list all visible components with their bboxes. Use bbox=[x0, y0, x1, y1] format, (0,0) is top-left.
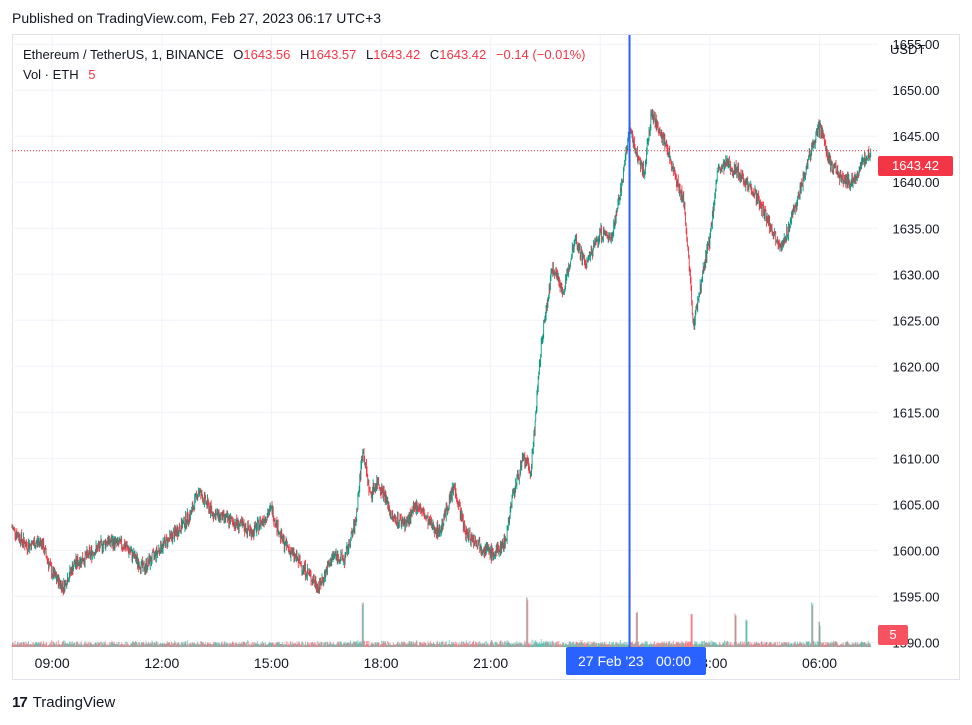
time-tick-label: 15:00 bbox=[254, 655, 289, 671]
volume-label[interactable]: Vol · ETH bbox=[23, 67, 79, 82]
price-axis-unit[interactable]: USDT bbox=[890, 42, 926, 57]
crosshair-time-label: 27 Feb '23 00:00 bbox=[566, 647, 706, 675]
tradingview-brand[interactable]: 17 TradingView bbox=[12, 694, 115, 711]
price-tick-label: 1655.00 bbox=[893, 37, 940, 52]
time-tick-label: 12:00 bbox=[144, 655, 179, 671]
low-value: 1643.42 bbox=[373, 47, 421, 62]
volume-value: 5 bbox=[88, 67, 96, 82]
price-tick-label: 1595.00 bbox=[893, 589, 940, 604]
time-tick-label: 18:00 bbox=[364, 655, 399, 671]
crosshair-time: 00:00 bbox=[656, 653, 692, 669]
last-price-tag: 1643.42 bbox=[878, 156, 953, 176]
price-tick-label: 1610.00 bbox=[893, 451, 940, 466]
price-tick-label: 1650.00 bbox=[893, 83, 940, 98]
price-tick-label: 1640.00 bbox=[893, 175, 940, 190]
time-tick-label: 21:00 bbox=[473, 655, 508, 671]
grid-lines bbox=[12, 35, 878, 647]
volume-bars bbox=[11, 567, 872, 647]
price-tick-label: 1615.00 bbox=[893, 405, 940, 420]
chart-legend: Ethereum / TetherUS, 1, BINANCE O1643.56… bbox=[23, 45, 586, 85]
price-tick-label: 1635.00 bbox=[893, 221, 940, 236]
low-label: L bbox=[366, 47, 374, 62]
open-label: O bbox=[233, 47, 244, 62]
brand-name: TradingView bbox=[32, 694, 116, 711]
open-value: 1643.56 bbox=[243, 47, 291, 62]
price-tick-label: 1645.00 bbox=[893, 129, 940, 144]
price-tick-label: 1630.00 bbox=[893, 267, 940, 282]
change-value: −0.14 (−0.01%) bbox=[495, 47, 586, 62]
price-tick-label: 1625.00 bbox=[893, 313, 940, 328]
tradingview-logo-icon: 17 bbox=[12, 694, 28, 711]
high-label: H bbox=[300, 47, 310, 62]
price-tick-label: 1600.00 bbox=[893, 543, 940, 558]
ohlc-legend-row: Ethereum / TetherUS, 1, BINANCE O1643.56… bbox=[23, 45, 586, 65]
close-value: 1643.42 bbox=[439, 47, 487, 62]
time-tick-label: 06:00 bbox=[802, 655, 837, 671]
price-tick-label: 1605.00 bbox=[893, 497, 940, 512]
chart-frame[interactable] bbox=[12, 34, 960, 680]
price-tick-label: 1620.00 bbox=[893, 359, 940, 374]
last-volume-tag: 5 bbox=[878, 625, 908, 645]
high-value: 1643.57 bbox=[309, 47, 357, 62]
volume-legend-row: Vol · ETH 5 bbox=[23, 65, 586, 85]
published-caption: Published on TradingView.com, Feb 27, 20… bbox=[12, 10, 382, 26]
symbol-name[interactable]: Ethereum / TetherUS, 1, BINANCE bbox=[23, 47, 224, 62]
candles bbox=[11, 108, 872, 596]
price-axis-ticks: 1590.001595.001600.001605.001610.001615.… bbox=[893, 37, 940, 650]
time-tick-label: 09:00 bbox=[35, 655, 70, 671]
crosshair-date: 27 Feb '23 bbox=[578, 653, 644, 669]
close-label: C bbox=[429, 47, 440, 62]
